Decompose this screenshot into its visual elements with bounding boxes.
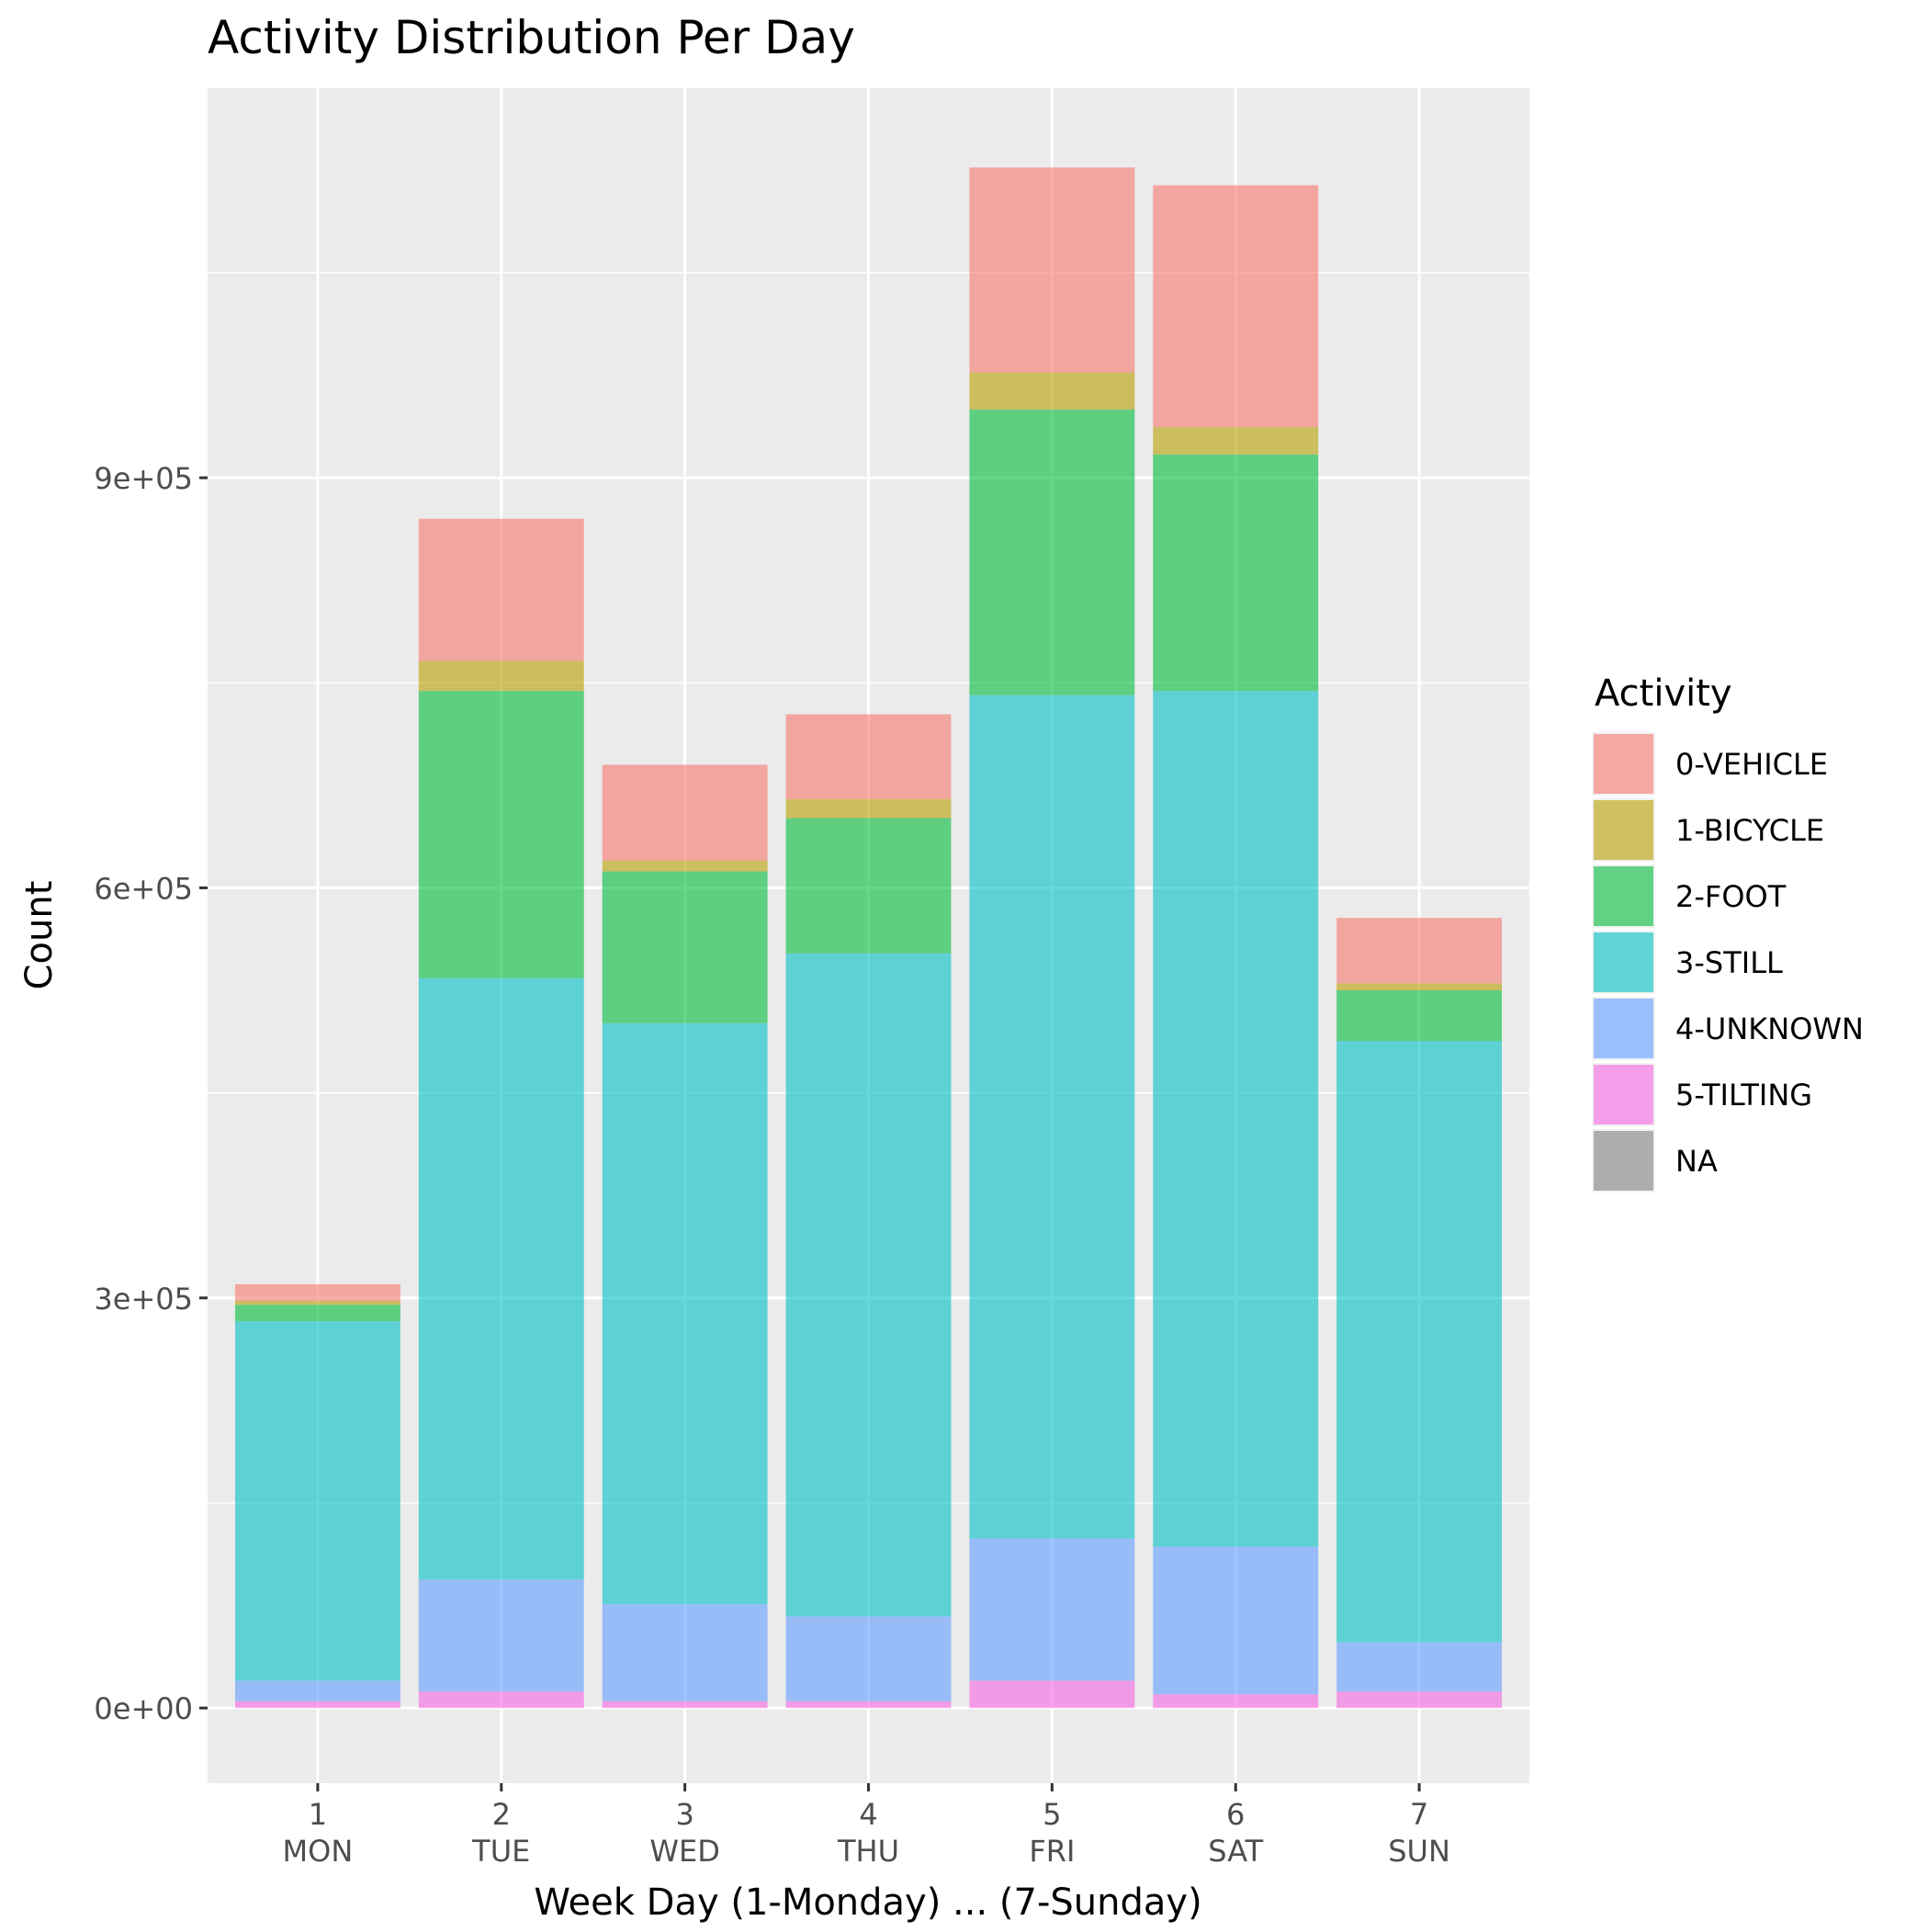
legend-label: NA <box>1675 1144 1718 1179</box>
y-axis: 0e+00 3e+05 6e+05 9e+05 <box>94 461 208 1726</box>
bar-segment <box>602 860 768 872</box>
x-tick-label-day: THU <box>837 1834 899 1869</box>
bar-segment <box>602 1022 768 1605</box>
bar-segment <box>418 661 584 692</box>
x-tick-label-number: 5 <box>1043 1797 1061 1832</box>
bar-segment <box>785 1616 952 1701</box>
bar-segment <box>969 167 1135 373</box>
bar-segment <box>969 1680 1135 1709</box>
bar-segment <box>418 691 584 978</box>
bar-segment <box>785 798 952 819</box>
legend-label: 0-VEHICLE <box>1675 747 1828 782</box>
x-tick-label-number: 3 <box>675 1797 693 1832</box>
x-tick-label-number: 2 <box>492 1797 511 1832</box>
legend-label: 4-UNKNOWN <box>1675 1011 1864 1046</box>
bar-segment <box>418 518 584 661</box>
x-tick-label-number: 4 <box>859 1797 877 1832</box>
legend-swatch <box>1594 999 1653 1058</box>
legend-swatch <box>1594 734 1653 794</box>
legend-swatch <box>1594 1131 1653 1191</box>
bar-segment <box>234 1300 400 1305</box>
bar-segment <box>1153 691 1319 1547</box>
x-tick-label-day: MON <box>283 1834 354 1869</box>
bar-segment <box>1153 454 1319 692</box>
x-tick-label-number: 7 <box>1410 1797 1428 1832</box>
bar-segment <box>234 1700 400 1709</box>
x-tick-label-day: WED <box>649 1834 720 1869</box>
bar-segment <box>1153 185 1319 428</box>
y-tick-label: 6e+05 <box>94 871 193 906</box>
bar-segment <box>1336 990 1503 1042</box>
bar-segment <box>234 1321 400 1681</box>
legend-title: Activity <box>1595 672 1732 715</box>
x-tick-label-day: FRI <box>1029 1834 1075 1869</box>
legend-swatch <box>1594 932 1653 992</box>
bar-segment <box>785 818 952 954</box>
bar-segment <box>1153 427 1319 455</box>
y-tick-label: 9e+05 <box>94 461 193 496</box>
bar-segment <box>602 1700 768 1709</box>
bar-segment <box>969 409 1135 695</box>
bar-segment <box>602 764 768 861</box>
bar-segment <box>969 372 1135 410</box>
x-tick-label-number: 1 <box>309 1797 327 1832</box>
x-tick-label-day: SUN <box>1388 1834 1450 1869</box>
bar-segment <box>1153 1546 1319 1695</box>
legend-swatch <box>1594 866 1653 926</box>
bar-segment <box>234 1305 400 1322</box>
y-axis-label: Count <box>18 881 61 990</box>
legend-label: 5-TILTING <box>1675 1078 1812 1113</box>
bar-segment <box>785 1700 952 1709</box>
legend: Activity 0-VEHICLE 1-BICYCLE 2-FOOT 3-STILL… <box>1592 672 1864 1192</box>
x-tick-label-number: 6 <box>1226 1797 1245 1832</box>
bar-segment <box>234 1680 400 1701</box>
y-tick-label: 0e+00 <box>94 1691 193 1726</box>
legend-label: 2-FOOT <box>1675 879 1787 914</box>
bar-segment <box>1336 983 1503 991</box>
bar-segment <box>234 1283 400 1301</box>
bar-segment <box>602 871 768 1023</box>
bars <box>234 167 1503 1709</box>
x-axis-label: Week Day (1-Monday) ... (7-Sunday) <box>534 1881 1201 1924</box>
bar-segment <box>969 1538 1135 1681</box>
bar-segment <box>1336 918 1503 984</box>
bar-segment <box>1153 1694 1319 1709</box>
bar-segment <box>602 1604 768 1701</box>
legend-label: 1-BICYCLE <box>1675 813 1824 848</box>
legend-swatch <box>1594 1065 1653 1124</box>
bar-segment <box>785 953 952 1617</box>
legend-label: 3-STILL <box>1675 945 1783 980</box>
bar-segment <box>1336 1691 1503 1709</box>
x-tick-label-day: SAT <box>1208 1834 1263 1869</box>
bar-segment <box>418 1579 584 1692</box>
chart-title: Activity Distribution Per Day <box>208 11 855 64</box>
x-tick-label-day: TUE <box>471 1834 530 1869</box>
bar-segment <box>969 695 1135 1539</box>
legend-swatch <box>1594 800 1653 860</box>
bar-segment <box>418 977 584 1580</box>
bar-segment <box>785 714 952 799</box>
bar-segment <box>1336 1642 1503 1692</box>
bar-segment <box>418 1691 584 1709</box>
y-tick-label: 3e+05 <box>94 1282 193 1316</box>
bar-segment <box>1336 1041 1503 1643</box>
